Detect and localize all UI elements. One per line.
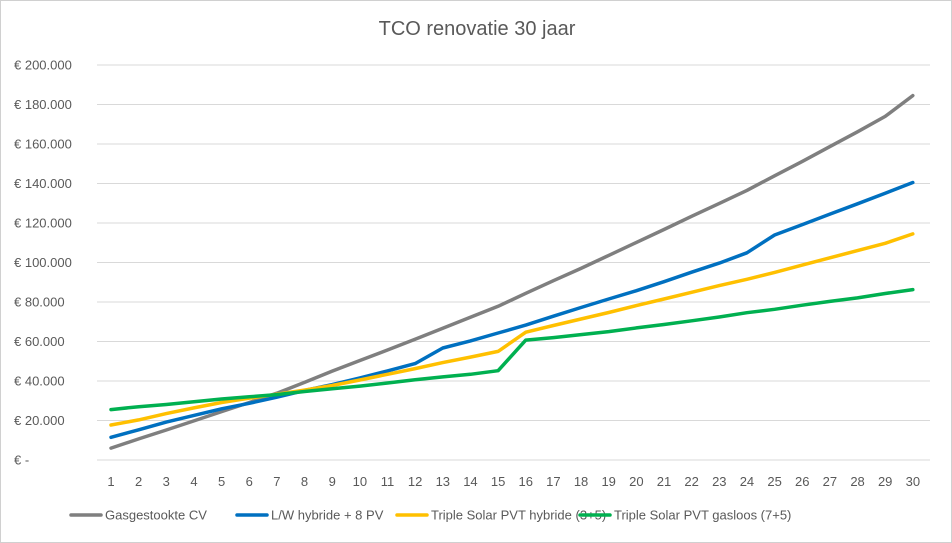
x-tick-label: 1 bbox=[107, 474, 114, 489]
x-tick-label: 6 bbox=[246, 474, 253, 489]
series-line-4 bbox=[109, 287, 915, 412]
x-tick-label: 4 bbox=[190, 474, 197, 489]
x-tick-label: 16 bbox=[519, 474, 533, 489]
legend-label-3: Triple Solar PVT hybride (3+5) bbox=[431, 508, 606, 523]
x-tick-label: 29 bbox=[878, 474, 892, 489]
y-tick-label: € 20.000 bbox=[14, 413, 65, 428]
x-tick-label: 14 bbox=[463, 474, 477, 489]
y-tick-label: € - bbox=[14, 453, 29, 468]
y-tick-label: € 140.000 bbox=[14, 176, 72, 191]
y-tick-label: € 60.000 bbox=[14, 334, 65, 349]
x-tick-label: 3 bbox=[163, 474, 170, 489]
y-tick-label: € 200.000 bbox=[14, 58, 72, 73]
y-tick-label: € 100.000 bbox=[14, 255, 72, 270]
x-tick-label: 25 bbox=[767, 474, 781, 489]
x-tick-label: 12 bbox=[408, 474, 422, 489]
y-tick-label: € 40.000 bbox=[14, 374, 65, 389]
x-tick-label: 5 bbox=[218, 474, 225, 489]
x-tick-label: 10 bbox=[353, 474, 367, 489]
x-tick-label: 23 bbox=[712, 474, 726, 489]
series-line-1 bbox=[109, 93, 915, 450]
x-tick-label: 20 bbox=[629, 474, 643, 489]
x-tick-label: 18 bbox=[574, 474, 588, 489]
x-tick-label: 27 bbox=[823, 474, 837, 489]
legend-label-1: Gasgestookte CV bbox=[105, 508, 207, 523]
x-tick-label: 15 bbox=[491, 474, 505, 489]
chart-title: TCO renovatie 30 jaar bbox=[378, 18, 576, 40]
legend-label-4: Triple Solar PVT gasloos (7+5) bbox=[614, 508, 791, 523]
legend-label-2: L/W hybride + 8 PV bbox=[271, 508, 384, 523]
x-tick-label: 24 bbox=[740, 474, 754, 489]
x-tick-label: 11 bbox=[381, 474, 395, 489]
x-tick-label: 22 bbox=[684, 474, 698, 489]
x-tick-label: 9 bbox=[329, 474, 336, 489]
x-tick-label: 30 bbox=[906, 474, 920, 489]
x-tick-label: 19 bbox=[601, 474, 615, 489]
x-tick-label: 13 bbox=[436, 474, 450, 489]
x-tick-label: 17 bbox=[546, 474, 560, 489]
x-tick-label: 8 bbox=[301, 474, 308, 489]
y-tick-label: € 180.000 bbox=[14, 97, 72, 112]
y-tick-label: € 120.000 bbox=[14, 216, 72, 231]
x-tick-label: 28 bbox=[850, 474, 864, 489]
x-tick-label: 21 bbox=[657, 474, 671, 489]
y-tick-label: € 80.000 bbox=[14, 295, 65, 310]
x-tick-label: 7 bbox=[273, 474, 280, 489]
x-tick-label: 26 bbox=[795, 474, 809, 489]
y-tick-label: € 160.000 bbox=[14, 137, 72, 152]
x-tick-label: 2 bbox=[135, 474, 142, 489]
series-line-2 bbox=[109, 180, 915, 440]
